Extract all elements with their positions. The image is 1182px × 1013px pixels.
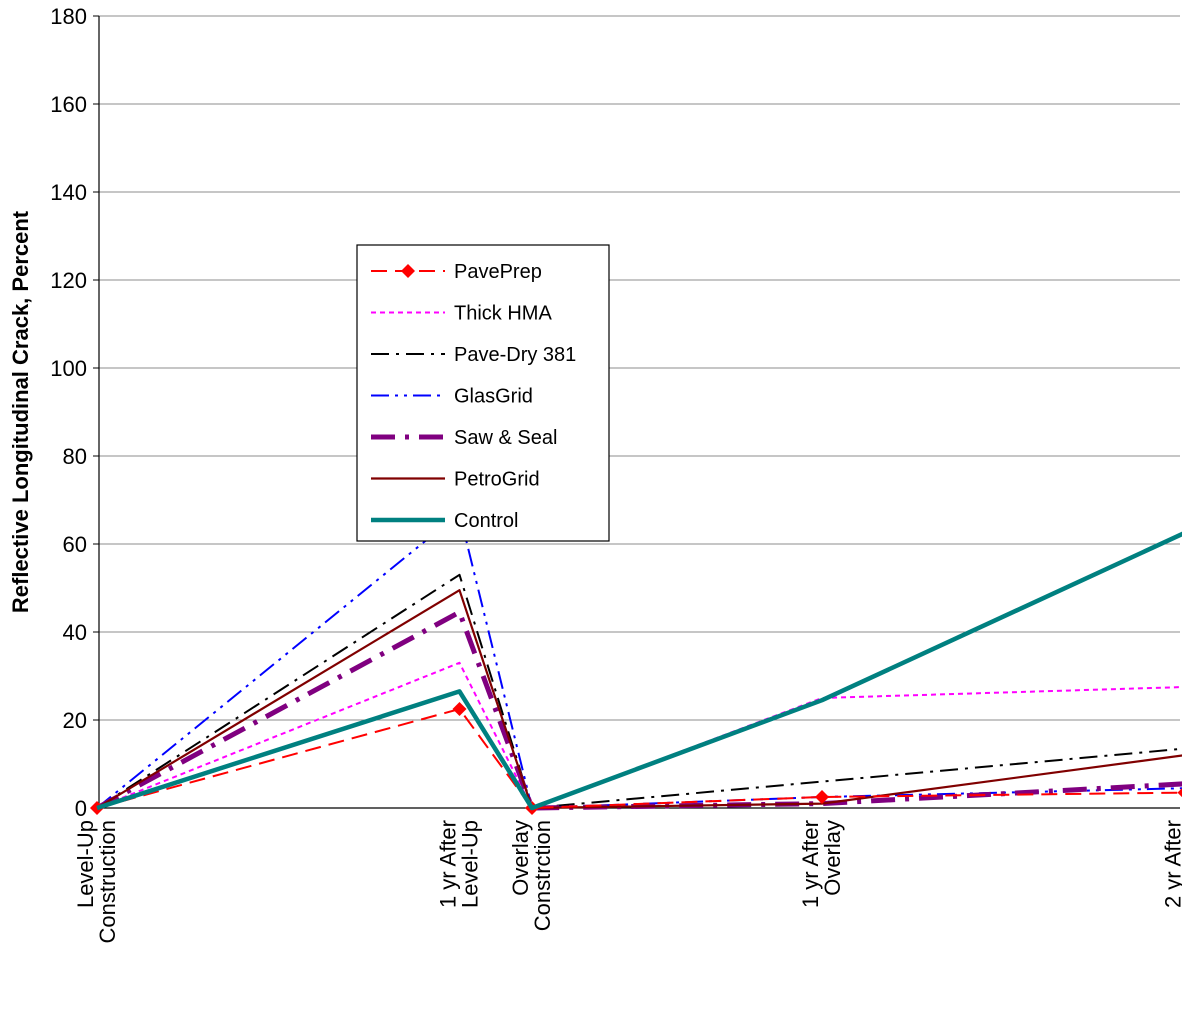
axes	[93, 16, 1180, 808]
x-tick-label-line: Level-Up	[458, 820, 483, 908]
legend-label: Control	[454, 510, 518, 532]
legend-label: PavePrep	[454, 261, 542, 283]
series-line	[97, 590, 1182, 808]
y-tick-label: 40	[63, 620, 87, 645]
y-tick-label: 160	[50, 92, 87, 117]
y-tick-label: 20	[63, 708, 87, 733]
y-tick-label: 60	[63, 532, 87, 557]
legend-label: PetroGrid	[454, 469, 540, 491]
series-control	[97, 130, 1182, 808]
x-tick-label-line: Constrction	[530, 820, 555, 931]
series-layer	[90, 130, 1182, 815]
x-tick-label-line: Overlay	[820, 820, 845, 896]
y-tick-label: 120	[50, 268, 87, 293]
y-tick-label: 0	[75, 796, 87, 821]
x-tick-label: 2 yr AfterOverlay	[1161, 820, 1182, 908]
x-tick-label: Level-UpConstruction	[73, 820, 120, 944]
series-line	[97, 130, 1182, 808]
legend: PavePrep Thick HMA Pave-Dry 381 GlasGrid Saw…	[357, 245, 609, 541]
x-tick-label: 1 yr AfterOverlay	[798, 820, 845, 908]
legend-label: Saw & Seal	[454, 427, 557, 449]
x-tick-label: OverlayConstrction	[508, 820, 555, 931]
legend-label: Thick HMA	[454, 303, 552, 325]
series-line	[97, 313, 1182, 808]
y-tick-label: 80	[63, 444, 87, 469]
y-tick-label: 100	[50, 356, 87, 381]
y-axis-label: Reflective Longitudinal Crack, Percent	[8, 210, 33, 613]
x-tick-label: 1 yr AfterLevel-Up	[436, 820, 483, 908]
series-thick-hma	[97, 313, 1182, 808]
gridlines	[99, 16, 1180, 720]
x-tick-label-line: 2 yr After	[1161, 820, 1182, 908]
series-petrogrid	[97, 590, 1182, 808]
y-tick-label: 180	[50, 4, 87, 29]
y-tick-label: 140	[50, 180, 87, 205]
tick-labels: 020406080100120140160180Level-UpConstruc…	[50, 4, 1182, 944]
legend-label: GlasGrid	[454, 386, 533, 408]
legend-label: Pave-Dry 381	[454, 344, 576, 366]
x-tick-label-line: Construction	[95, 820, 120, 944]
data-point	[453, 702, 467, 716]
